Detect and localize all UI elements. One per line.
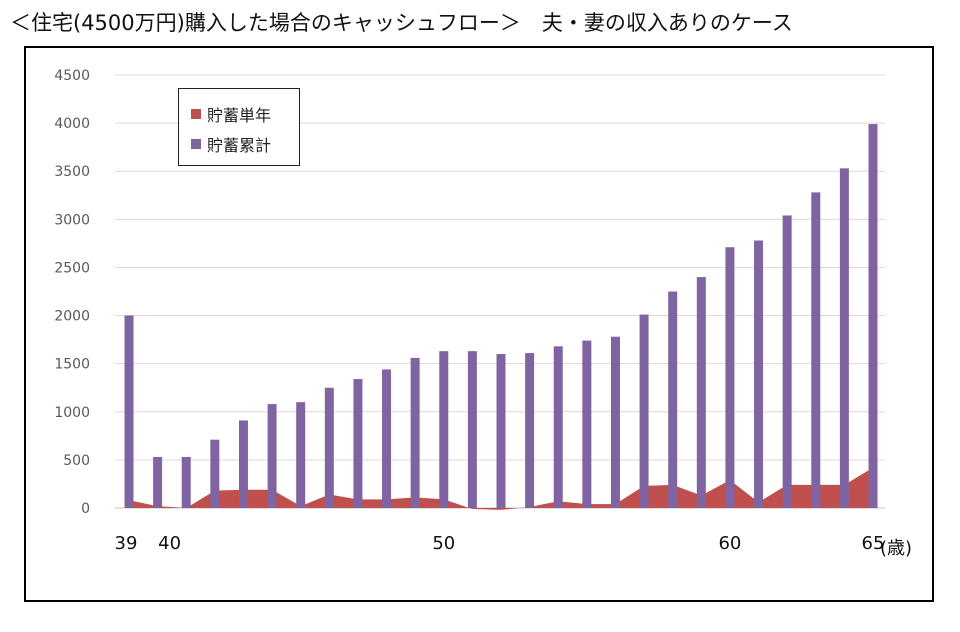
chart-title: ＜住宅(4500万円)購入した場合のキャッシュフロー＞ 夫・妻の収入ありのケース — [10, 11, 793, 35]
x-tick-label: 65 — [862, 533, 885, 554]
cumulative-savings-bar — [668, 291, 678, 508]
y-tick-label: 1000 — [54, 405, 90, 421]
cumulative-savings-bar — [153, 457, 163, 508]
cumulative-savings-bar — [467, 351, 477, 508]
x-axis-unit-label: (歳) — [880, 538, 912, 559]
cumulative-savings-bar — [210, 439, 220, 508]
x-tick-label: 60 — [718, 533, 741, 554]
cumulative-savings-bar — [525, 353, 535, 508]
cumulative-savings-bar — [639, 314, 649, 508]
cumulative-savings-bar — [553, 346, 563, 508]
cumulative-savings-bar — [238, 420, 248, 508]
legend-label-annual-savings: 貯蓄単年 — [207, 106, 272, 125]
cumulative-savings-bar — [353, 379, 363, 508]
cumulative-savings-bar — [582, 340, 592, 508]
cumulative-savings-bar — [181, 457, 191, 508]
cumulative-savings-bars — [124, 124, 878, 509]
y-tick-label: 2500 — [54, 260, 90, 276]
cumulative-savings-bar — [868, 124, 878, 508]
annual-savings-area-shape — [129, 467, 873, 510]
legend-swatch-cumulative-savings — [191, 139, 201, 149]
cumulative-savings-bar — [725, 247, 735, 508]
chart-frame — [24, 46, 934, 602]
legend-item-cumulative: 貯蓄累計 — [191, 131, 271, 157]
annual-savings-area — [129, 467, 873, 510]
y-axis-ticks: 0 500 1000 1500 2000 2500 3000 3500 4000 4500 — [54, 68, 90, 517]
cumulative-savings-bar — [124, 315, 134, 508]
y-tick-label: 3000 — [54, 212, 90, 228]
y-tick-label: 2000 — [54, 309, 90, 325]
cumulative-savings-bar — [696, 277, 706, 508]
x-axis-ticks: 39 40 50 60 65 — [115, 533, 885, 554]
x-tick-label: 50 — [432, 533, 455, 554]
cumulative-savings-bar — [782, 215, 792, 509]
y-tick-label: 4000 — [54, 116, 90, 132]
legend-item-annual: 貯蓄単年 — [191, 101, 271, 127]
cumulative-savings-bar — [267, 404, 277, 508]
cumulative-savings-bar — [296, 402, 306, 508]
y-tick-label: 4500 — [54, 68, 90, 84]
cumulative-savings-bar — [382, 369, 392, 508]
cumulative-savings-bar — [811, 192, 821, 508]
y-tick-label: 1500 — [54, 357, 90, 373]
cumulative-savings-bar — [496, 354, 506, 508]
cumulative-savings-bar — [324, 387, 334, 508]
y-tick-label: 3500 — [54, 164, 90, 180]
cumulative-savings-bar — [610, 336, 620, 508]
chart-legend: 貯蓄単年 貯蓄累計 — [178, 88, 300, 166]
cumulative-savings-bar — [754, 240, 764, 508]
x-tick-label: 40 — [158, 533, 181, 554]
legend-label-cumulative-savings: 貯蓄累計 — [207, 136, 272, 155]
y-tick-label: 500 — [63, 453, 90, 469]
cumulative-savings-bar — [839, 168, 849, 508]
legend-swatch-annual-savings — [191, 109, 201, 119]
cumulative-savings-bar — [410, 357, 420, 508]
x-tick-label: 39 — [115, 533, 138, 554]
cumulative-savings-bar — [439, 351, 449, 508]
y-tick-label: 0 — [81, 501, 90, 517]
